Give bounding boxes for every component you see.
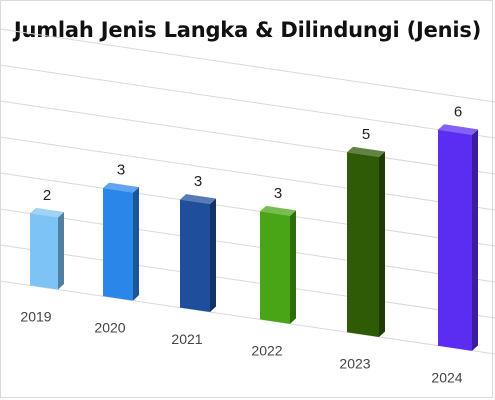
bar-top-face xyxy=(260,205,296,216)
bar-front-face xyxy=(347,152,379,338)
gridline xyxy=(0,244,495,319)
x-tick-label: 2023 xyxy=(339,356,370,372)
gridline xyxy=(0,100,495,175)
bar-side-face xyxy=(133,187,139,301)
x-tick-label: 2024 xyxy=(431,369,462,385)
bar-2020 xyxy=(103,182,139,301)
bar-2023 xyxy=(347,146,385,338)
bar-side-face xyxy=(290,210,296,324)
labels: 2 2019 3 2020 3 2021 3 2022 5 2023 6 2024 xyxy=(20,103,462,385)
bar-top-face xyxy=(347,146,385,158)
data-label: 3 xyxy=(194,173,202,190)
gridlines xyxy=(0,28,495,355)
bar-top-face xyxy=(103,182,139,193)
x-tick-label: 2020 xyxy=(94,319,125,335)
bars xyxy=(30,124,478,351)
gridline xyxy=(0,28,495,103)
bar-side-face xyxy=(210,198,216,313)
bar-front-face xyxy=(30,213,58,290)
bar-front-face xyxy=(180,199,210,313)
gridline xyxy=(0,136,495,211)
bar-2021 xyxy=(180,194,216,313)
gridline xyxy=(0,280,495,355)
bar-side-face xyxy=(472,129,478,351)
chart-title: Jumlah Jenis Langka & Dilindungi (Jenis) xyxy=(13,18,482,42)
data-label: 5 xyxy=(362,126,370,143)
data-label: 3 xyxy=(117,162,125,179)
gridline xyxy=(0,208,495,283)
x-tick-label: 2021 xyxy=(171,331,202,347)
x-tick-label: 2019 xyxy=(20,308,51,324)
bar-top-face xyxy=(30,207,64,218)
data-label: 2 xyxy=(43,187,51,204)
bar-side-face xyxy=(58,212,64,290)
gridline xyxy=(0,64,495,139)
bar-side-face xyxy=(379,151,385,338)
data-label: 3 xyxy=(274,185,282,202)
gridline xyxy=(0,172,495,247)
bar-2024 xyxy=(438,124,478,351)
bar-top-face xyxy=(180,194,216,205)
data-label: 6 xyxy=(454,103,462,120)
bar-2022 xyxy=(260,205,296,324)
bar-front-face xyxy=(438,129,472,351)
bar-2019 xyxy=(30,207,64,290)
x-tick-label: 2022 xyxy=(251,343,282,359)
bar-front-face xyxy=(103,188,133,301)
bar-top-face xyxy=(438,124,478,135)
bar-front-face xyxy=(260,211,290,324)
